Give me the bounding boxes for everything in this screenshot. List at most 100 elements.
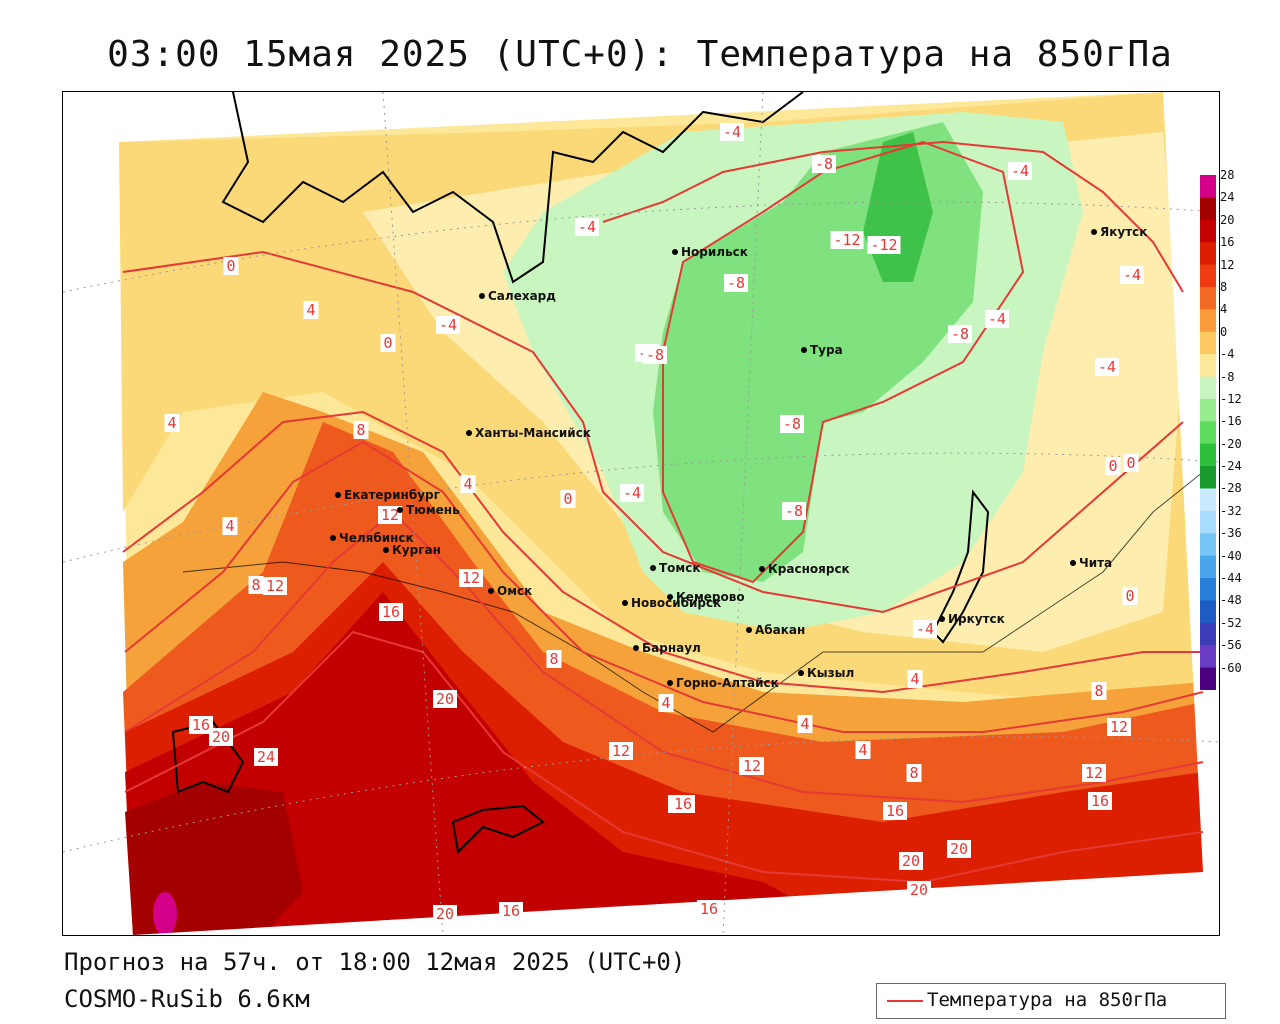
contour-label-bg (906, 764, 922, 782)
contour-label-bg (985, 310, 1009, 328)
contour-label: 12 (266, 577, 284, 595)
colorbar-tick-label: -52 (1220, 615, 1242, 630)
contour-label: -4 (439, 316, 457, 334)
colorbar-swatch (1200, 533, 1216, 557)
city-label: Норильск (681, 245, 748, 259)
colorbar-tick-label: 16 (1220, 235, 1235, 250)
colorbar-swatch (1200, 197, 1216, 221)
city-dot (1091, 229, 1097, 235)
contour-label: 16 (192, 716, 210, 734)
contour-label: -4 (1123, 266, 1141, 284)
contour-label: 16 (886, 802, 904, 820)
contour-label: 12 (462, 569, 480, 587)
legend-line-swatch (887, 1000, 923, 1002)
colorbar-swatch (1200, 421, 1216, 445)
contour-label-bg (433, 905, 457, 923)
colorbar-swatch (1200, 175, 1216, 198)
city-label: Барнаул (642, 641, 701, 655)
colorbar-swatch (1200, 331, 1216, 355)
contour-label-bg (907, 881, 931, 899)
colorbar-tick-label: -28 (1220, 481, 1242, 496)
contour-label-bg (1123, 454, 1139, 472)
contour-label: 4 (167, 414, 176, 432)
contour-label-bg (575, 218, 599, 236)
city-label: Новосибирск (631, 596, 721, 610)
colorbar-swatch (1200, 555, 1216, 579)
contour-label-bg (1088, 792, 1112, 810)
contour-label: 0 (1126, 454, 1135, 472)
colorbar-tick-label: 28 (1220, 168, 1235, 182)
contour-label-bg (1095, 358, 1119, 376)
model-name: COSMO-RuSib 6.6км (64, 985, 310, 1013)
contour-label-bg (353, 421, 369, 439)
map-legend: Температура на 850гПа (876, 983, 1226, 1019)
state-border-south (182, 471, 1204, 733)
contour-label: 4 (463, 475, 472, 493)
contour-label-bg (460, 475, 476, 493)
contour-label-bg (303, 301, 319, 319)
contour-label-bg (643, 346, 667, 364)
city-label: Тура (810, 343, 843, 357)
contour-label: 16 (674, 795, 692, 813)
colorbar-tick-label: -8 (1220, 369, 1235, 384)
contour-label: -12 (833, 231, 860, 249)
isotherm-lines (122, 140, 1204, 884)
contour-label: 24 (257, 748, 275, 766)
lake-balkhash (451, 804, 545, 855)
city-label: Омск (497, 584, 532, 598)
contour-label-bg (436, 316, 460, 334)
city-label: Горно-Алтайск (676, 676, 779, 690)
colorbar-swatch (1200, 354, 1216, 378)
city-dot (383, 547, 389, 553)
contour-label-bg (899, 852, 923, 870)
colorbar-swatch (1200, 622, 1216, 646)
colorbar-swatch (1200, 578, 1216, 601)
contour-label-bg (459, 569, 483, 587)
colorbar-swatch (1200, 488, 1216, 512)
city-label: Томск (659, 561, 701, 575)
contour-label: 16 (700, 900, 718, 918)
contour-label-bg (780, 415, 804, 433)
colorbar-tick-label: -48 (1220, 593, 1242, 608)
contour-label-bg (812, 155, 836, 173)
contour-label-bg (560, 490, 576, 508)
city-dot (488, 588, 494, 594)
colorbar-swatch (1200, 242, 1216, 266)
contour-label: 4 (306, 301, 315, 319)
lake-baikal (931, 489, 990, 644)
contour-label: -4 (1011, 162, 1029, 180)
temperature-zone-dark-red (125, 592, 863, 935)
colorbar-tick-label: -60 (1220, 660, 1242, 675)
colorbar-swatch (1200, 667, 1216, 690)
contour-label: 4 (910, 670, 919, 688)
temperature-hotspot (153, 892, 177, 935)
contour-label-bg (378, 506, 402, 524)
contour-label: 12 (743, 757, 761, 775)
contour-label: -12 (870, 236, 897, 254)
contour-label: 8 (251, 576, 260, 594)
city-label: Красноярск (768, 562, 850, 576)
contour-label-bg (1105, 457, 1121, 475)
contour-label-bg (883, 802, 907, 820)
colorbar-swatch (1200, 645, 1216, 669)
city-dot (479, 293, 485, 299)
contour-label-bg (1120, 266, 1144, 284)
contour-label-bg (1107, 718, 1131, 736)
colorbar-swatch (1200, 309, 1216, 333)
colorbar-tick-label: -16 (1220, 414, 1242, 429)
contour-label-bg (797, 715, 813, 733)
city-dot (335, 492, 341, 498)
contour-label: -4 (578, 218, 596, 236)
colorbar-swatch (1200, 600, 1216, 624)
colorbar-tick-label: 24 (1220, 190, 1235, 205)
city-label: Абакан (755, 623, 805, 637)
colorbar-tick-label: 0 (1220, 324, 1228, 339)
city-dot (633, 645, 639, 651)
contour-label: 12 (381, 506, 399, 524)
contour-label: 0 (1125, 587, 1134, 605)
city-dot (650, 565, 656, 571)
colorbar-swatch (1200, 398, 1216, 422)
city-label: Кызыл (807, 666, 854, 680)
contour-label: 4 (225, 517, 234, 535)
contour-label: 12 (612, 742, 630, 760)
